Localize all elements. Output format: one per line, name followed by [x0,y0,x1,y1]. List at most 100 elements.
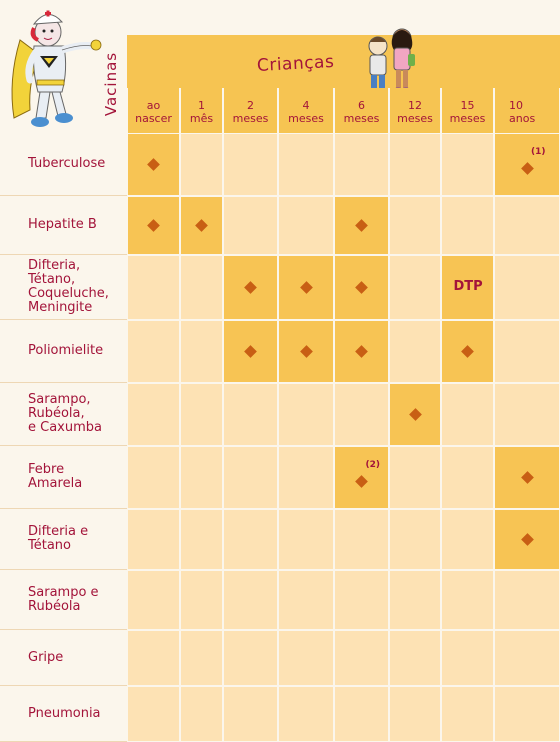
empty-cell [224,197,277,254]
column-header: 12 meses [390,88,440,133]
empty-cell [128,687,179,741]
column-header-line2: nascer [135,112,172,125]
criancas-title: Crianças [256,51,335,76]
empty-cell [128,384,179,445]
vaccine-name: Febre Amarela [28,462,83,491]
children-illustration-icon [368,28,415,94]
superhero-mascot-icon [11,10,102,127]
empty-cell [390,256,440,319]
empty-cell [181,134,222,195]
empty-cell [224,384,277,445]
column-header: 4 meses [279,88,333,133]
column-header-line2: anos [509,112,536,125]
vaccine-row-label: Gripe [0,630,127,686]
column-header: ao nascer [128,88,179,133]
vaccine-name: Sarampo e Rubéola [28,584,99,614]
vaccine-name: Poliomielite [28,343,104,358]
column-header: 6 meses [335,88,388,133]
empty-cell [279,687,333,741]
column-header-line1: 12 [408,99,422,112]
empty-cell [442,687,493,741]
empty-cell [279,134,333,195]
empty-cell [495,256,559,319]
column-header: 1 mês [181,88,222,133]
empty-cell [224,571,277,629]
empty-cell [442,197,493,254]
dose-cell [442,256,493,319]
empty-cell [390,571,440,629]
empty-cell [279,197,333,254]
empty-cell [390,510,440,569]
criancas-header-band [127,35,560,88]
vacinas-axis-label: Vacinas [102,51,120,117]
empty-cell [495,321,559,382]
empty-cell [335,571,388,629]
vaccine-name: Difteria e Tétano [28,524,89,553]
empty-cell [279,571,333,629]
empty-cell [181,571,222,629]
empty-cell [335,384,388,445]
column-header-line1: ao [146,99,161,112]
empty-cell [279,510,333,569]
column-header-line2: meses [232,112,269,125]
empty-cell [390,321,440,382]
column-header: 15 meses [442,88,493,133]
empty-cell [181,256,222,319]
vaccine-name: Difteria, Tétano, Coqueluche, Meningite [28,258,109,315]
vaccine-row-label: Tuberculose [0,133,127,196]
empty-cell [181,447,222,508]
empty-cell [442,510,493,569]
column-header-line2: meses [288,112,324,125]
empty-cell [128,256,179,319]
empty-cell [442,134,493,195]
empty-cell [279,384,333,445]
empty-cell [181,687,222,741]
empty-cell [495,571,559,629]
empty-cell [128,631,179,685]
column-header-line1: 6 [358,99,365,112]
empty-cell [335,687,388,741]
empty-cell [224,134,277,195]
column-header-line2: meses [449,112,486,125]
empty-cell [442,384,493,445]
vaccine-name: Tuberculose [28,156,106,171]
vaccine-name: Sarampo, Rubéola, e Caxumba [28,392,102,435]
empty-cell [224,447,277,508]
empty-cell [390,447,440,508]
empty-cell [495,631,559,685]
vaccine-name: Hepatite B [28,217,97,232]
vaccine-row-label: Poliomielite [0,320,127,383]
empty-cell [442,631,493,685]
column-header-line1: 15 [460,99,475,112]
dtp-label: DTP [453,278,483,294]
empty-cell [279,447,333,508]
empty-cell [335,510,388,569]
column-header: 10 anos [495,88,559,133]
empty-cell [181,321,222,382]
empty-cell [390,197,440,254]
empty-cell [279,631,333,685]
empty-cell [128,321,179,382]
empty-cell [442,447,493,508]
vaccine-row-label: Difteria e Tétano [0,509,127,570]
empty-cell [181,631,222,685]
vaccine-name: Gripe [28,649,64,665]
empty-cell [224,687,277,741]
empty-cell [181,510,222,569]
empty-cell [390,134,440,195]
empty-cell [335,631,388,685]
empty-cell [128,571,179,629]
column-header-line1: 2 [247,99,254,112]
empty-cell [495,687,559,741]
empty-cell [335,134,388,195]
empty-cell [390,631,440,685]
column-header: 2 meses [224,88,277,133]
empty-cell [224,510,277,569]
vaccine-row-label: Hepatite B [0,196,127,255]
vaccine-row-label: Sarampo, Rubéola, e Caxumba [0,383,127,446]
vaccine-row-label: Febre Amarela [0,446,127,509]
vaccine-row-label: Pneumonia [0,686,127,742]
footnote-marker: (1) [531,146,546,157]
vaccine-name: Pneumonia [28,705,101,721]
